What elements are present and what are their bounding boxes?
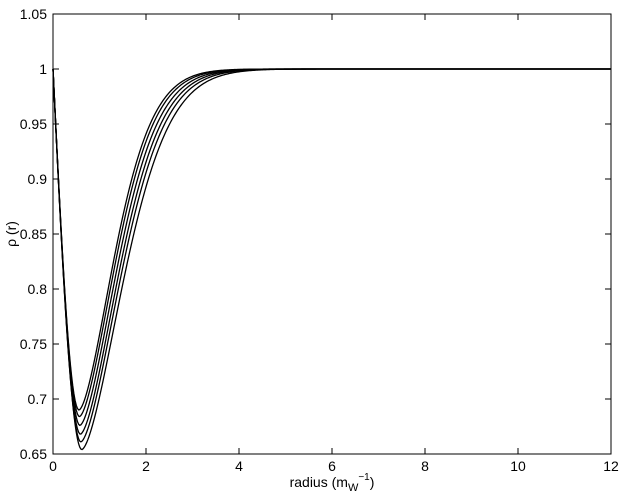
x-tick-label: 6 bbox=[328, 458, 336, 474]
x-axis-label-sub: W bbox=[348, 482, 359, 491]
y-tick-label: 1.05 bbox=[20, 6, 47, 22]
y-tick-label: 0.85 bbox=[20, 226, 47, 242]
y-tick-label: 0.95 bbox=[20, 116, 47, 132]
y-tick-label: 0.8 bbox=[28, 281, 48, 297]
series-group bbox=[52, 68, 611, 451]
axis-tick-labels: 0 2 4 6 8 10 12 0.65 0.7 0.75 0.8 0.85 0.9 0.95 1 1.05 bbox=[20, 6, 619, 474]
x-axis-label-main: radius (m bbox=[290, 474, 348, 490]
x-tick-label: 0 bbox=[49, 458, 57, 474]
y-tick-label: 0.9 bbox=[28, 171, 48, 187]
y-tick-label: 0.75 bbox=[20, 336, 47, 352]
x-axis-label: radius (mW−1) bbox=[290, 472, 375, 491]
y-axis-label: ρ (r) bbox=[3, 221, 19, 247]
y-tick-label: 1 bbox=[39, 61, 47, 77]
axis-ticks bbox=[52, 13, 612, 455]
plot-frame bbox=[52, 13, 612, 455]
series-line-5 bbox=[52, 68, 611, 418]
x-tick-label: 4 bbox=[235, 458, 243, 474]
x-tick-label: 12 bbox=[603, 458, 619, 474]
y-tick-label: 0.65 bbox=[20, 446, 47, 462]
series-line-6 bbox=[52, 68, 611, 411]
series-line-2 bbox=[52, 68, 611, 443]
x-tick-label: 2 bbox=[142, 458, 150, 474]
series-line-3 bbox=[52, 68, 611, 435]
x-tick-label: 8 bbox=[421, 458, 429, 474]
y-tick-label: 0.7 bbox=[28, 391, 48, 407]
series-line-1 bbox=[52, 68, 611, 451]
x-axis-label-sup: −1 bbox=[358, 472, 370, 483]
x-axis-label-close: ) bbox=[370, 474, 375, 490]
x-tick-label: 10 bbox=[510, 458, 526, 474]
series-line-4 bbox=[52, 68, 611, 427]
